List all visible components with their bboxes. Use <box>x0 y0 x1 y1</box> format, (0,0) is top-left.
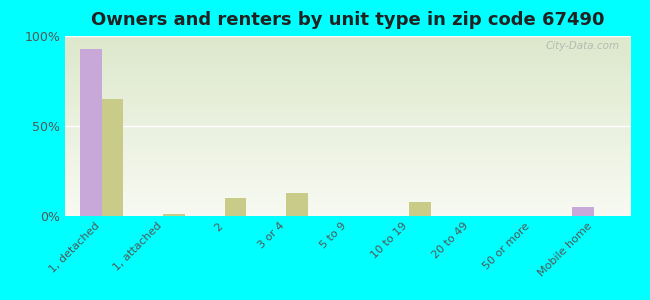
Bar <box>225 198 246 216</box>
Bar <box>102 99 124 216</box>
Bar <box>410 202 431 216</box>
Bar <box>163 214 185 216</box>
Bar <box>81 49 102 216</box>
Text: City-Data.com: City-Data.com <box>545 41 619 51</box>
Title: Owners and renters by unit type in zip code 67490: Owners and renters by unit type in zip c… <box>91 11 604 29</box>
Bar <box>286 193 308 216</box>
Bar <box>572 207 593 216</box>
